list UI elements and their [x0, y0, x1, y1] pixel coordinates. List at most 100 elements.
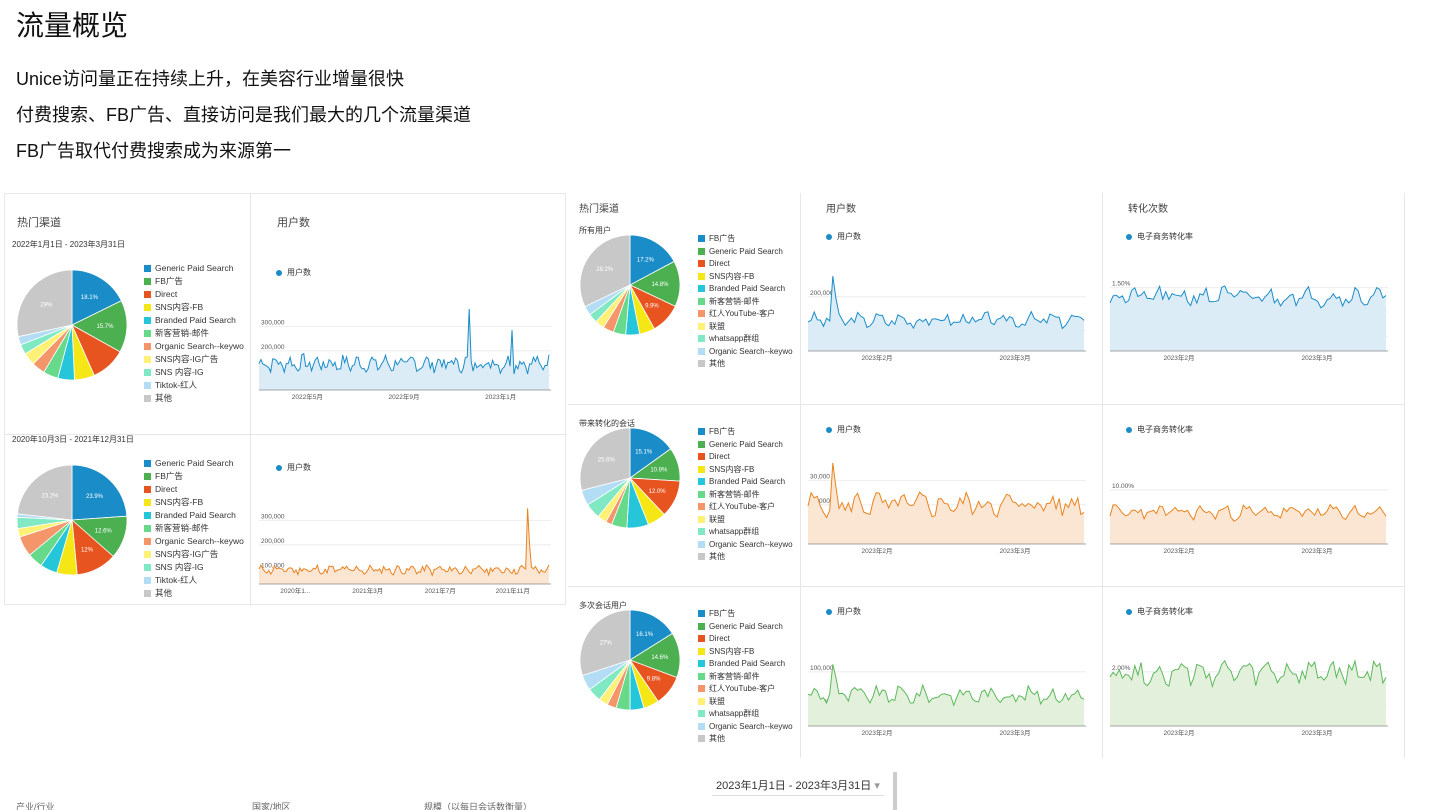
segment-label: 所有用户 — [579, 226, 611, 235]
legend-item: Branded Paid Search — [698, 476, 793, 489]
pie-slice-label: 12.6% — [95, 529, 113, 535]
pie-slice-label: 9.9% — [645, 303, 659, 309]
legend-label: 其他 — [709, 734, 725, 743]
legend-label: SNS内容-FB — [709, 271, 755, 281]
legend-item: 新客营销-邮件 — [698, 671, 793, 684]
x-tick-label: 2023年2月 — [861, 546, 892, 555]
legend-item: FB广告 — [144, 470, 244, 483]
pie-slice-label: 12% — [81, 547, 94, 553]
channel-row: 带来转化的会话 15.1% 10.9% 12.0% 25.6% FB广告 Generic P… — [568, 404, 1404, 586]
pie-slice-label: 15.7% — [96, 324, 114, 330]
legend-swatch — [698, 610, 705, 618]
legend-item: 联盟 — [698, 514, 793, 527]
legend-swatch — [698, 672, 705, 680]
legend-swatch — [144, 265, 151, 273]
x-tick-label: 2022年5月 — [292, 392, 323, 401]
legend-top: Generic Paid Search FB广告 Direct SNS内容-FB Bra… — [144, 262, 244, 405]
legend-label: Direct — [709, 634, 730, 643]
legend-item: Organic Search--keywo — [144, 340, 244, 353]
legend-item: 新客营销-邮件 — [144, 327, 244, 340]
x-tick-label: 2023年2月 — [861, 353, 892, 362]
pie-chart: 15.1% 10.9% 12.0% 25.6% — [580, 428, 680, 528]
legend-swatch — [698, 635, 705, 643]
series-area — [1110, 285, 1386, 351]
legend-swatch — [144, 382, 151, 390]
x-tick-label: 2023年2月 — [1163, 353, 1194, 362]
pie-slice-label: 17.2% — [637, 257, 655, 263]
legend-label: 其他 — [155, 588, 173, 598]
legend-label: Organic Search--keywo — [709, 346, 793, 356]
legend-swatch — [144, 525, 151, 533]
legend: FB广告 Generic Paid Search Direct SNS内容-FB Bra… — [698, 233, 793, 371]
series-line — [1109, 503, 1387, 522]
y-tick-label: 100,000 — [261, 562, 285, 569]
x-tick-label: 2021年11月 — [496, 586, 530, 595]
legend: FB广告 Generic Paid Search Direct SNS内容-FB Bra… — [698, 426, 793, 564]
pie-slice — [629, 428, 672, 479]
legend-item: SNS 内容-IG — [144, 561, 244, 574]
series-area — [808, 664, 1084, 726]
date-range-selector[interactable]: 2023年1月1日 - 2023年3月31日 ▾ — [712, 775, 884, 796]
pie-slice — [629, 610, 673, 661]
legend-label: Direct — [155, 289, 178, 299]
pie-slice-label: 18.1% — [81, 295, 99, 301]
x-tick-label: 2021年3月 — [352, 586, 383, 595]
left-horizontal-divider — [5, 434, 567, 435]
series-area — [259, 309, 549, 390]
legend-item: Branded Paid Search — [698, 658, 793, 671]
legend-item: Organic Search--keywo — [144, 535, 244, 548]
x-tick-label: 2023年2月 — [1163, 546, 1194, 555]
legend-swatch — [144, 291, 151, 299]
series-area — [259, 508, 549, 584]
right-divider-3 — [1404, 193, 1405, 758]
legend-label: Branded Paid Search — [709, 659, 786, 668]
legend-label: Organic Search--keywo — [709, 539, 793, 549]
pie-slice-label: 25.6% — [598, 458, 616, 464]
legend-label: FB广告 — [155, 471, 183, 481]
x-tick-label: 2023年2月 — [861, 728, 892, 737]
legend-label: SNS内容-FB — [155, 302, 204, 312]
pie-slice-label: 14.8% — [651, 282, 669, 288]
series-label-top: 用户数 — [276, 267, 311, 278]
legend-label: Generic Paid Search — [155, 458, 234, 468]
pie-slice — [17, 465, 73, 521]
legend-item: Direct — [698, 451, 793, 464]
legend-swatch — [698, 360, 705, 368]
legend-label: SNS 内容-IG — [155, 562, 204, 572]
legend-swatch — [698, 528, 705, 536]
series-label-bottom: 用户数 — [276, 462, 311, 473]
pie-chart: 17.2% 14.8% 9.9% 28.2% — [580, 235, 680, 335]
series-area — [1110, 660, 1386, 726]
legend-swatch — [698, 685, 705, 693]
legend-label: SNS 内容-IG — [155, 367, 204, 377]
legend-swatch — [144, 590, 151, 598]
legend-item: 红人YouTube-客户 — [698, 308, 793, 321]
legend-item: 红人YouTube-客户 — [698, 501, 793, 514]
pie-slice-label: 10.9% — [650, 468, 668, 474]
x-tick-label: 2023年3月 — [1301, 546, 1332, 555]
filter-scale[interactable]: 规模（以每日会话数衡量） — [424, 802, 533, 810]
legend-swatch — [144, 304, 151, 312]
legend-label: 联盟 — [709, 321, 725, 331]
y-tick-label: 10.00% — [1112, 483, 1134, 490]
legend-swatch — [144, 460, 151, 468]
filter-industry[interactable]: 产业/行业 — [16, 802, 55, 810]
legend-label: FB广告 — [709, 234, 736, 243]
legend-swatch — [698, 297, 705, 305]
legend-label: Generic Paid Search — [155, 263, 234, 273]
x-tick-label: 2023年1月 — [485, 392, 516, 401]
series-line — [258, 309, 550, 375]
conv-series-label: 电子商务转化率 — [1126, 424, 1193, 435]
date-range-top: 2022年1月1日 - 2023年3月31日 — [12, 240, 125, 249]
legend-item: Generic Paid Search — [144, 262, 244, 275]
legend-swatch — [144, 369, 151, 377]
filter-country[interactable]: 国家/地区 — [252, 802, 291, 810]
pie-slice-label: 15.1% — [635, 449, 653, 455]
legend-label: 新客营销-邮件 — [709, 671, 760, 681]
legend-label: SNS内容-IG广告 — [155, 549, 219, 559]
legend-label: Generic Paid Search — [709, 621, 783, 631]
legend-swatch — [144, 499, 151, 507]
legend-item: Direct — [144, 288, 244, 301]
line-chart-bottom: 300,000 200,000 100,000 2020年1... 2021年3月 202… — [258, 508, 551, 595]
